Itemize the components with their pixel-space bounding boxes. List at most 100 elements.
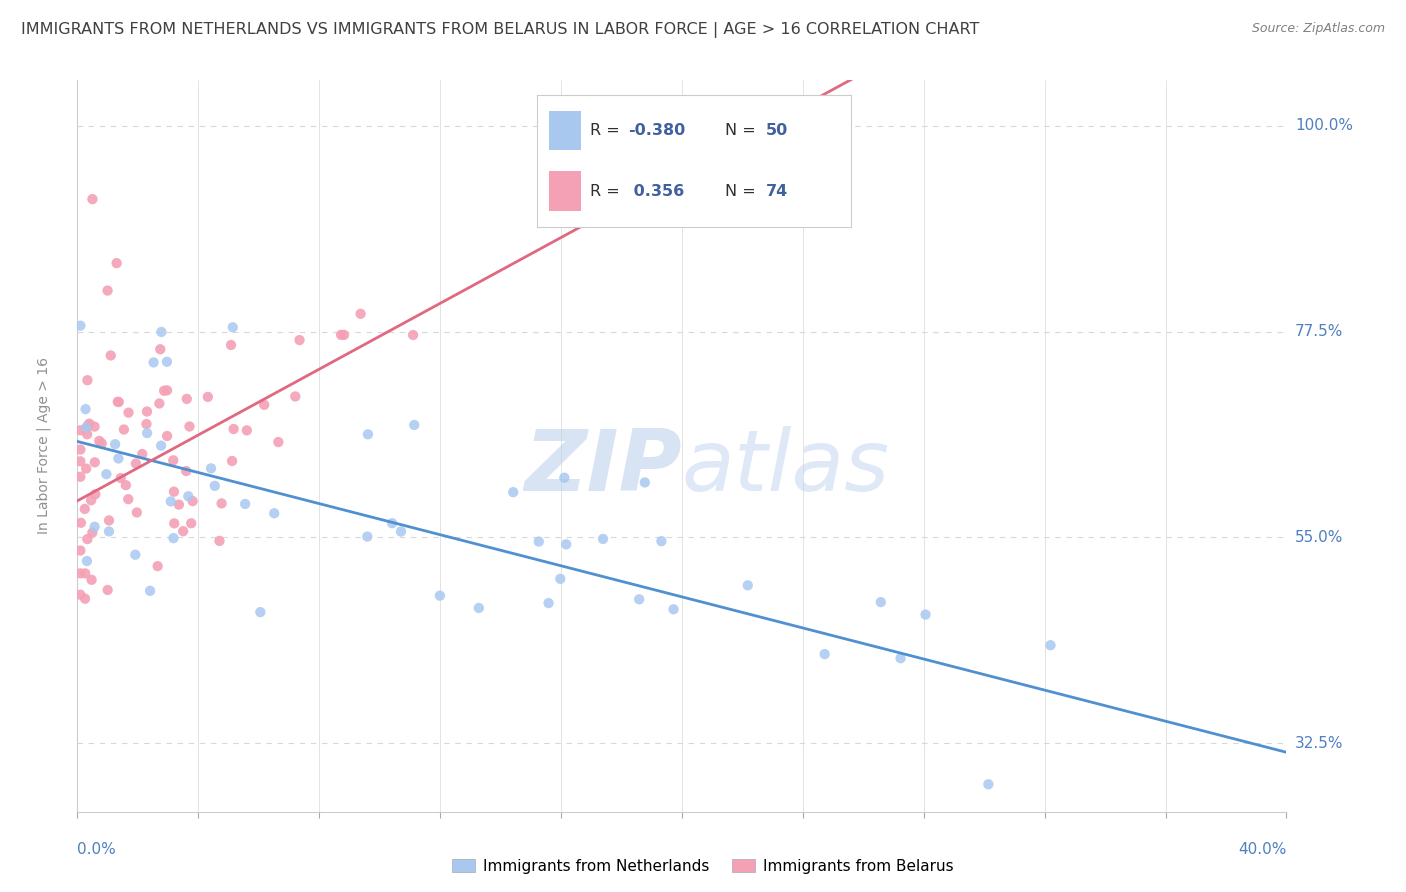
Point — [76, 427, 98, 442]
Point — [555, 537, 578, 551]
Text: In Labor Force | Age > 16: In Labor Force | Age > 16 — [37, 358, 51, 534]
Point — [83, 520, 105, 534]
Point — [592, 532, 614, 546]
Point — [80, 493, 103, 508]
Point — [174, 464, 197, 478]
Point — [75, 461, 97, 475]
Point — [211, 496, 233, 510]
Point — [76, 373, 98, 387]
Point — [125, 457, 148, 471]
Point — [330, 327, 353, 342]
Point — [181, 494, 204, 508]
Point — [110, 471, 132, 485]
Point — [179, 419, 201, 434]
Point — [429, 589, 451, 603]
Point — [148, 396, 170, 410]
Point — [96, 284, 118, 298]
Text: 55.0%: 55.0% — [1295, 530, 1343, 545]
Point — [163, 484, 186, 499]
Point — [124, 548, 146, 562]
Point — [82, 525, 104, 540]
Point — [176, 392, 198, 406]
Point — [737, 578, 759, 592]
Point — [172, 524, 194, 538]
Point — [527, 534, 550, 549]
Point — [149, 343, 172, 357]
Point — [73, 502, 96, 516]
Point — [221, 454, 243, 468]
Point — [117, 492, 139, 507]
Point — [222, 320, 245, 334]
Text: 77.5%: 77.5% — [1295, 324, 1343, 339]
Point — [89, 434, 111, 448]
Point — [163, 516, 186, 531]
Point — [107, 451, 129, 466]
Point — [349, 307, 371, 321]
Point — [197, 390, 219, 404]
Point — [98, 524, 121, 539]
Point — [96, 467, 118, 482]
Text: atlas: atlas — [682, 426, 890, 509]
Point — [79, 417, 101, 431]
Point — [104, 437, 127, 451]
Point — [208, 533, 231, 548]
Point — [537, 596, 560, 610]
Point — [977, 777, 1000, 791]
Point — [553, 471, 575, 485]
Point — [1039, 638, 1062, 652]
Point — [162, 453, 184, 467]
Point — [125, 505, 148, 519]
Point — [146, 559, 169, 574]
Point — [233, 497, 256, 511]
Point — [69, 588, 91, 602]
Point — [136, 426, 159, 441]
Text: Source: ZipAtlas.com: Source: ZipAtlas.com — [1251, 22, 1385, 36]
Point — [135, 417, 157, 431]
Text: 0.0%: 0.0% — [77, 842, 117, 857]
Point — [167, 498, 190, 512]
Point — [288, 333, 311, 347]
Point — [662, 602, 685, 616]
Point — [177, 489, 200, 503]
Text: 32.5%: 32.5% — [1295, 736, 1343, 751]
Point — [381, 516, 404, 531]
Point — [115, 478, 138, 492]
Point — [468, 601, 491, 615]
Point — [267, 435, 290, 450]
Point — [869, 595, 891, 609]
Point — [80, 573, 103, 587]
Point — [70, 516, 93, 530]
Point — [263, 506, 285, 520]
Point — [142, 355, 165, 369]
Point — [404, 417, 426, 432]
Text: 40.0%: 40.0% — [1239, 842, 1286, 857]
Point — [107, 395, 129, 409]
Point — [76, 554, 98, 568]
Point — [105, 256, 128, 270]
Point — [69, 454, 91, 468]
Point — [156, 355, 179, 369]
Point — [160, 494, 183, 508]
Point — [156, 429, 179, 443]
Point — [153, 384, 176, 398]
Point — [180, 516, 202, 531]
Point — [76, 532, 98, 546]
Point — [204, 479, 226, 493]
Point — [634, 475, 657, 490]
Point — [69, 442, 91, 457]
Point — [249, 605, 271, 619]
Point — [814, 647, 837, 661]
Text: 100.0%: 100.0% — [1295, 119, 1353, 134]
Point — [69, 423, 91, 437]
Point — [150, 325, 173, 339]
Point — [69, 543, 91, 558]
Point — [90, 436, 112, 450]
Point — [112, 423, 135, 437]
Point — [389, 524, 412, 539]
Point — [69, 469, 91, 483]
Point — [356, 530, 378, 544]
Point — [914, 607, 936, 622]
Point — [150, 439, 173, 453]
Point — [73, 591, 96, 606]
Point — [200, 461, 222, 475]
